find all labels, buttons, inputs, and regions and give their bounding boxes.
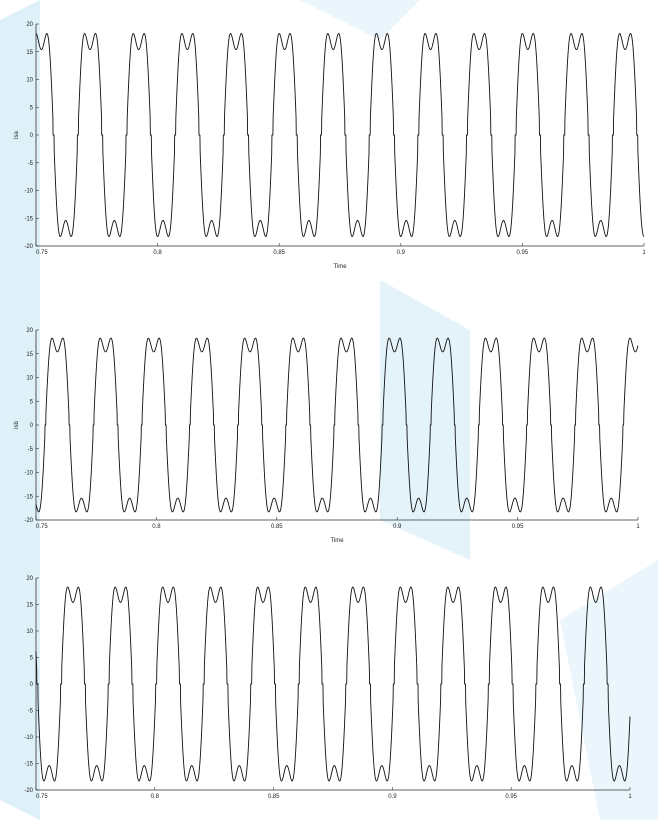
y-tick-label: -5 (28, 447, 34, 453)
y-tick-label: -10 (24, 735, 33, 741)
chart-isa-svg: 20 15 10 5 0 -5 -10 -15 -200.75 0.8 0.85 0.9 0.95 1 Ti… (14, 22, 646, 270)
x-tick-label: 0.95 (512, 524, 524, 530)
y-axis-label: isb (14, 421, 20, 429)
x-axis-label: Time (330, 538, 344, 544)
y-tick-label: 15 (26, 352, 33, 358)
y-tick-label: 10 (26, 376, 33, 382)
x-tick-label: 0.9 (397, 250, 406, 256)
x-tick-label: 0.95 (517, 250, 529, 256)
y-tick-label: -15 (24, 494, 33, 500)
y-axis-label: isa (14, 131, 20, 139)
y-tick-label: 0 (30, 133, 34, 139)
y-tick-label: 5 (30, 656, 34, 662)
x-tick-label: 0.75 (36, 794, 48, 800)
series-line (35, 586, 631, 782)
x-tick-label: 0.8 (153, 250, 162, 256)
chart-isa: 20 15 10 5 0 -5 -10 -15 -20 0.75 0.8 0.85 0.9 0.95 1 Ti… (0, 0, 658, 270)
x-tick-label: 1 (636, 524, 640, 530)
y-tick-label: -10 (24, 189, 33, 195)
y-tick-label: -15 (24, 216, 33, 222)
y-tick-label: 5 (30, 105, 34, 111)
y-tick-label: -15 (24, 762, 33, 768)
y-tick-label: 20 (26, 22, 33, 28)
x-tick-label: 0.9 (393, 524, 402, 530)
y-tick-label: -20 (24, 244, 33, 250)
x-tick-label: 0.75 (36, 250, 48, 256)
y-tick-label: 20 (26, 576, 33, 582)
y-tick-label: 0 (30, 682, 34, 688)
y-tick-label: 15 (26, 50, 33, 56)
y-tick-label: -5 (28, 709, 34, 715)
x-tick-label: 0.9 (388, 794, 397, 800)
x-tick-label: 0.85 (273, 250, 285, 256)
x-tick-label: 1 (628, 794, 632, 800)
y-tick-label: 10 (26, 78, 33, 84)
y-tick-label: -5 (28, 161, 34, 167)
x-tick-label: 1 (642, 250, 646, 256)
series-line (35, 337, 639, 513)
y-tick-label: 5 (30, 399, 34, 405)
y-tick-label: -20 (24, 518, 33, 524)
y-tick-label: 10 (26, 629, 33, 635)
y-tick-label: 0 (30, 423, 34, 429)
x-tick-label: 0.75 (36, 524, 48, 530)
series-line (35, 33, 645, 237)
x-tick-label: 0.85 (268, 794, 280, 800)
y-tick-label: -20 (24, 788, 33, 794)
y-tick-label: 15 (26, 603, 33, 609)
chart-isc-svg: 20 15 10 5 0 -5 -10 -15 -200.75 0.8 0.85 0.9 0.95 1 (24, 576, 632, 800)
chart-isb: 20 15 10 5 0 -5 -10 -15 -20 0.75 0.8 0.85 0.9 0.95 1 Ti… (0, 290, 658, 550)
x-axis-label: Time (333, 264, 347, 270)
x-tick-label: 0.85 (271, 524, 283, 530)
chart-isc: 20 15 10 5 0 -5 -10 -15 -20 0.75 0.8 0.85 0.9 0.95 1 (0, 560, 658, 820)
x-tick-label: 0.95 (505, 794, 517, 800)
chart-isb-svg: 20 15 10 5 0 -5 -10 -15 -200.75 0.8 0.85 0.9 0.95 1 Ti… (14, 328, 640, 544)
y-tick-label: -10 (24, 471, 33, 477)
x-tick-label: 0.8 (152, 524, 161, 530)
x-tick-label: 0.8 (151, 794, 160, 800)
y-tick-label: 20 (26, 328, 33, 334)
